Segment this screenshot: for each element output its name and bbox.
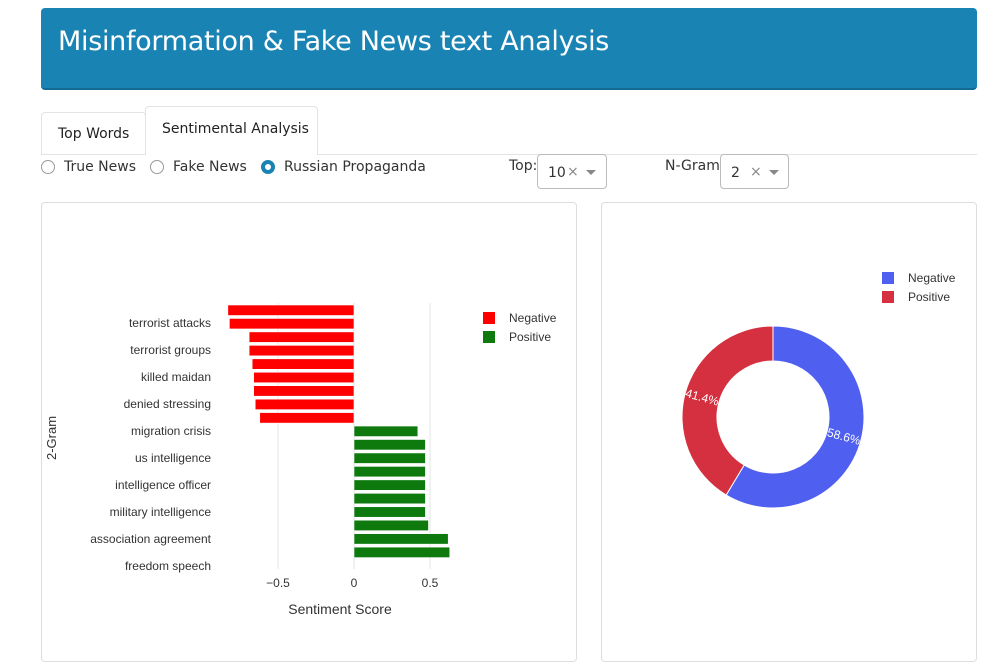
category-label: us intelligence — [135, 451, 211, 465]
radio-fake-news-circle[interactable] — [150, 160, 164, 174]
bar — [353, 546, 451, 558]
legend-negative-swatch — [483, 312, 495, 324]
tab-sentimental-analysis[interactable]: Sentimental Analysis — [145, 106, 318, 155]
ngram-select[interactable]: 2 × — [720, 154, 789, 189]
bar-legend: Negative Positive — [483, 311, 557, 344]
category-label: military intelligence — [110, 505, 212, 519]
legend-positive-swatch — [483, 331, 495, 343]
bar — [253, 385, 355, 397]
donut-chart-panel: 58.6% 41.4% Negative Positive — [601, 202, 977, 662]
radio-russian-propaganda-circle[interactable] — [261, 160, 275, 174]
ngram-select-value: 2 — [731, 165, 740, 181]
tab-sentimental-analysis-label: Sentimental Analysis — [162, 121, 309, 137]
bar — [248, 331, 355, 343]
y-axis-title: 2-Gram — [44, 416, 59, 460]
top-select-value: 10 — [548, 165, 566, 181]
tab-top-words[interactable]: Top Words — [41, 112, 146, 154]
sentiment-bar-chart: terrorist attacks terrorist groups killed … — [44, 303, 557, 617]
category-label: intelligence officer — [115, 478, 211, 492]
radio-fake-news-label: Fake News — [173, 159, 247, 175]
category-label: migration crisis — [131, 424, 211, 438]
radio-fake-news[interactable]: Fake News — [150, 157, 247, 177]
legend-negative-swatch — [882, 272, 894, 284]
bar — [353, 439, 426, 451]
bar — [254, 398, 355, 410]
app-header: Misinformation & Fake News text Analysis — [41, 8, 977, 90]
bar — [353, 519, 429, 532]
category-label: terrorist groups — [130, 343, 211, 357]
bar — [229, 318, 355, 330]
legend-positive-swatch — [882, 291, 894, 303]
radio-true-news-circle[interactable] — [41, 160, 55, 174]
bar — [248, 345, 355, 357]
legend-positive-label: Positive — [509, 330, 551, 344]
radio-russian-propaganda-label: Russian Propaganda — [284, 159, 426, 175]
bar — [353, 506, 426, 518]
category-label: denied stressing — [124, 397, 211, 411]
page-title: Misinformation & Fake News text Analysis — [58, 26, 610, 57]
radio-true-news[interactable]: True News — [41, 157, 136, 177]
bar — [253, 371, 355, 384]
legend-negative-label: Negative — [908, 271, 956, 285]
top-label: Top: — [509, 158, 538, 174]
bar — [353, 533, 449, 545]
donut-slice-negative — [725, 325, 865, 509]
category-label: association agreement — [90, 532, 211, 546]
bar-chart-panel: terrorist attacks terrorist groups killed … — [41, 202, 577, 662]
category-label: killed maidan — [141, 370, 211, 384]
sentiment-donut-chart: 58.6%41.4% Negative Positive — [681, 271, 956, 509]
bar — [259, 412, 355, 424]
category-label: terrorist attacks — [129, 316, 211, 330]
bar — [353, 452, 426, 464]
legend-positive-label: Positive — [908, 290, 950, 304]
bar — [353, 479, 426, 491]
x-tick-label: 0 — [351, 576, 358, 590]
bar — [353, 492, 426, 505]
pie-legend: Negative Positive — [882, 271, 956, 304]
bar — [353, 425, 419, 437]
tab-bar: Top Words Sentimental Analysis — [41, 106, 977, 155]
legend-negative-label: Negative — [509, 311, 557, 325]
x-tick-label: 0.5 — [422, 576, 439, 590]
ngram-label: N-Gram: — [665, 158, 725, 174]
top-clear-icon[interactable]: × — [567, 164, 579, 180]
bar — [251, 358, 355, 370]
ngram-chevron-down-icon[interactable] — [769, 170, 779, 175]
radio-true-news-label: True News — [64, 159, 137, 175]
bar — [227, 304, 355, 316]
bar — [353, 466, 426, 478]
radio-russian-propaganda[interactable]: Russian Propaganda — [261, 157, 426, 177]
ngram-clear-icon[interactable]: × — [750, 164, 762, 180]
donut-slice-positive — [681, 325, 774, 496]
top-chevron-down-icon[interactable] — [586, 170, 596, 175]
x-axis-title: Sentiment Score — [288, 601, 392, 617]
x-tick-label: −0.5 — [266, 576, 290, 590]
top-select[interactable]: 10 × — [537, 154, 607, 189]
category-label: freedom speech — [125, 559, 211, 573]
tab-top-words-label: Top Words — [58, 126, 130, 142]
